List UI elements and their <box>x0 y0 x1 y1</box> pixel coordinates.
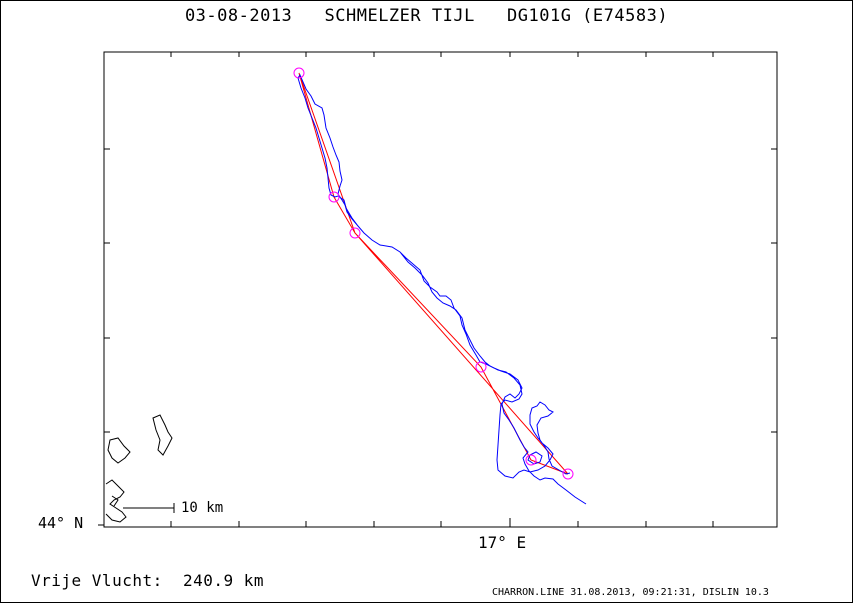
turnpoints <box>293 67 574 480</box>
latitude-label: 44° N <box>38 514 84 532</box>
distance-label: Vrije Vlucht: <box>31 571 163 590</box>
longitude-label: 17° E <box>478 533 527 552</box>
turnpoint <box>328 191 340 203</box>
turnpoint <box>525 454 537 466</box>
scale-label: 10 km <box>181 500 224 516</box>
turnpoint <box>562 468 574 480</box>
turnpoint <box>475 361 487 373</box>
axis-ticks <box>104 52 777 527</box>
task-line <box>298 72 569 475</box>
aircraft-id: DG101G (E74583) <box>507 6 669 26</box>
turnpoint <box>349 227 361 239</box>
distance-value: 240.9 km <box>183 571 265 590</box>
footer-info: CHARRON.LINE 31.08.2013, 09:21:31, DISLI… <box>492 587 769 598</box>
free-flight-distance: Vrije Vlucht: 240.9 km <box>31 571 264 590</box>
turnpoint-start <box>293 67 305 79</box>
flight-track <box>297 73 587 505</box>
coastline <box>105 414 173 523</box>
scale-bar <box>123 503 175 513</box>
pilot-name: SCHMELZER TIJL <box>324 6 475 26</box>
flight-date: 03-08-2013 <box>184 6 293 26</box>
map-border <box>103 51 778 528</box>
page-title: 03-08-2013 SCHMELZER TIJL DG101G (E74583… <box>0 6 853 26</box>
flight-track-loop <box>527 451 543 465</box>
